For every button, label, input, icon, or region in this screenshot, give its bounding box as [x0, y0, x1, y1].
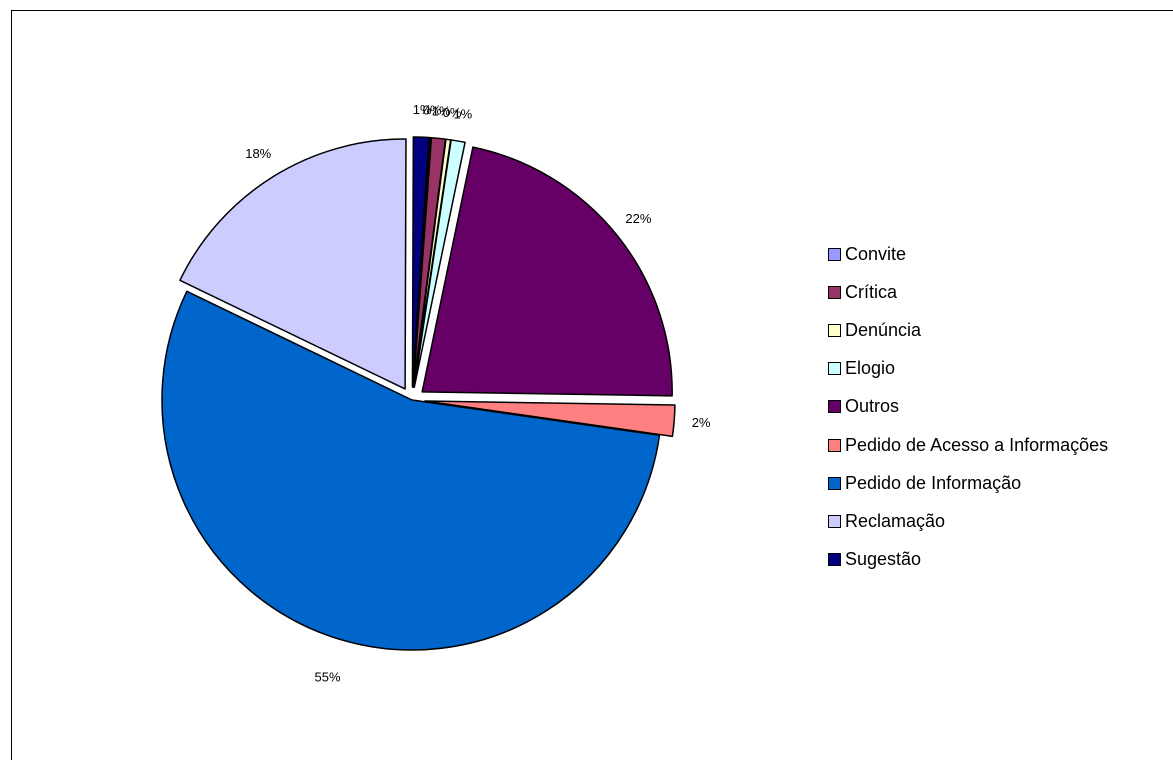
data-label-convite: 0% — [423, 103, 442, 118]
legend-label: Pedido de Informação — [845, 472, 1022, 493]
chart-area: 0% 1% 0% 1% 22% 2% 55% 18% 1% Convite Crítica Denú… — [11, 10, 1173, 760]
pie-slice-reclamacao — [179, 138, 407, 390]
data-label-sugestao: 1% — [413, 102, 432, 117]
legend-item-sugestao: Sugestão — [828, 541, 1108, 579]
legend-swatch — [828, 323, 841, 337]
legend-item-denuncia: Denúncia — [828, 311, 1108, 349]
legend-item-reclamacao: Reclamação — [828, 502, 1108, 540]
pie-slice-elogio — [413, 139, 466, 388]
legend-swatch — [828, 362, 841, 376]
data-label-critica: 1% — [432, 103, 451, 118]
legend-swatch — [828, 400, 841, 414]
legend-label: Pedido de Acesso a Informações — [845, 434, 1109, 455]
legend-swatch — [828, 438, 841, 452]
data-label-pedido-de-acesso-a-informacoes: 2% — [692, 415, 711, 430]
pie-slice-pedido-de-informacao — [161, 290, 661, 651]
legend-label: Convite — [845, 243, 907, 264]
pie-slice-pedido-de-acesso-a-informacoes — [424, 400, 676, 438]
legend-label: Denúncia — [845, 319, 922, 340]
data-label-denuncia: 0% — [443, 105, 462, 120]
legend-swatch — [828, 247, 841, 261]
legend-swatch — [828, 514, 841, 528]
data-label-reclamacao: 18% — [245, 146, 271, 161]
data-label-pedido-de-informacao: 55% — [314, 669, 340, 684]
legend-label: Outros — [845, 396, 900, 417]
legend-label: Crítica — [845, 281, 898, 302]
legend-swatch — [828, 553, 841, 567]
legend-item-outros: Outros — [828, 388, 1108, 426]
legend-swatch — [828, 285, 841, 299]
data-label-outros: 22% — [625, 211, 651, 226]
legend-label: Sugestão — [845, 549, 922, 570]
data-label-elogio: 1% — [453, 106, 472, 121]
legend-item-pedido-de-acesso-a-informacoes: Pedido de Acesso a Informações — [828, 426, 1108, 464]
legend-item-critica: Crítica — [828, 273, 1108, 311]
legend-item-pedido-de-informacao: Pedido de Informação — [828, 464, 1108, 502]
legend-label: Reclamação — [845, 510, 946, 531]
pie-chart: 0%1%0%1%22%2%55%18%1% — [161, 102, 711, 684]
legend-item-elogio: Elogio — [828, 350, 1108, 388]
legend: Convite Crítica Denúncia Elogio Outros Pedido… — [828, 235, 1108, 579]
legend-label: Elogio — [845, 358, 896, 379]
legend-item-convite: Convite — [828, 235, 1108, 273]
legend-swatch — [828, 476, 841, 490]
pie-slice-sugestao — [411, 136, 430, 388]
pie-slice-outros — [421, 146, 673, 397]
